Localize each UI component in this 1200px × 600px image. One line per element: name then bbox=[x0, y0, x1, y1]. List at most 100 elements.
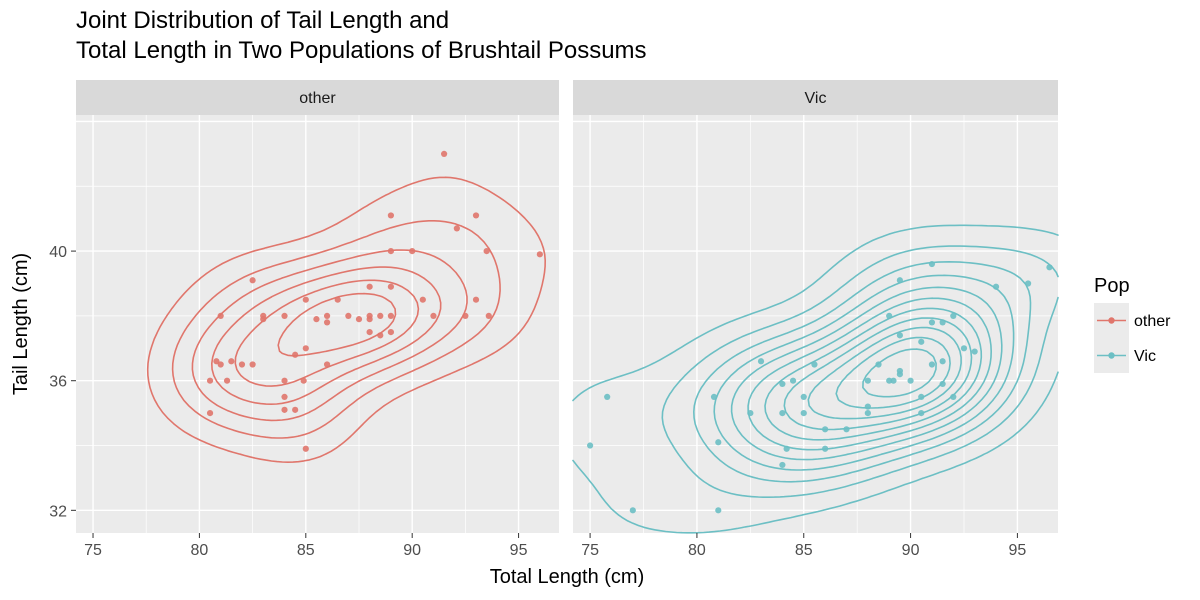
data-point bbox=[992, 283, 1000, 290]
x-tick-label: 95 bbox=[510, 542, 528, 559]
data-point bbox=[281, 312, 288, 319]
grid-other bbox=[76, 115, 559, 533]
data-point bbox=[485, 312, 492, 319]
data-point bbox=[292, 406, 299, 413]
data-point bbox=[206, 377, 214, 384]
data-point bbox=[1024, 280, 1032, 287]
data-point bbox=[217, 312, 224, 319]
y-tick-label: 36 bbox=[49, 374, 67, 391]
facet-strip-vic bbox=[573, 80, 1058, 115]
legend-point-vic bbox=[1108, 352, 1115, 359]
density-contour bbox=[661, 245, 1059, 498]
data-point bbox=[483, 247, 490, 255]
legend: Pop other Vic bbox=[1094, 275, 1171, 373]
data-point bbox=[757, 358, 765, 365]
data-point bbox=[779, 461, 786, 469]
data-point bbox=[918, 393, 925, 401]
data-point bbox=[710, 393, 718, 401]
x-tick-label: 75 bbox=[84, 542, 102, 559]
data-point bbox=[217, 361, 224, 368]
data-point bbox=[292, 351, 299, 358]
data-point bbox=[366, 329, 373, 336]
data-point bbox=[281, 393, 288, 401]
density-contour bbox=[277, 292, 397, 357]
density-contour bbox=[146, 176, 546, 463]
data-point bbox=[387, 329, 395, 336]
chart-title-line-2: Total Length in Two Populations of Brush… bbox=[76, 37, 647, 64]
legend-entry-other: other bbox=[1094, 303, 1171, 338]
data-point bbox=[890, 377, 897, 384]
density-contour bbox=[693, 261, 1032, 483]
legend-label-other: other bbox=[1134, 313, 1171, 330]
data-point bbox=[800, 410, 807, 417]
y-tick-label: 32 bbox=[49, 503, 67, 520]
data-point bbox=[779, 380, 786, 388]
chart-title: Joint Distribution of Tail Length and To… bbox=[76, 6, 647, 66]
data-point bbox=[918, 410, 925, 417]
data-point bbox=[928, 361, 936, 368]
data-point bbox=[928, 260, 936, 268]
data-point bbox=[387, 283, 395, 290]
data-point bbox=[281, 406, 288, 413]
data-point bbox=[907, 377, 914, 384]
data-point bbox=[462, 312, 469, 319]
data-point bbox=[536, 251, 543, 258]
legend-title: Pop bbox=[1094, 275, 1130, 297]
data-point bbox=[377, 312, 384, 319]
x-tick-label: 90 bbox=[902, 542, 920, 559]
data-point bbox=[345, 312, 352, 319]
data-point bbox=[213, 358, 220, 365]
data-point bbox=[939, 319, 946, 326]
data-point bbox=[430, 312, 437, 319]
data-point bbox=[366, 283, 373, 290]
data-point bbox=[441, 150, 448, 157]
density-contour bbox=[713, 274, 1015, 471]
x-tick-label: 85 bbox=[297, 542, 315, 559]
facet-strip-other bbox=[76, 80, 559, 115]
x-tick-label: 80 bbox=[688, 542, 706, 559]
data-point bbox=[875, 361, 882, 368]
density-contour bbox=[807, 326, 962, 420]
plot-area-vic bbox=[573, 115, 1058, 533]
data-point bbox=[260, 316, 267, 323]
x-tick-label: 95 bbox=[1009, 542, 1027, 559]
data-point bbox=[715, 507, 722, 514]
data-point bbox=[323, 319, 331, 326]
data-point bbox=[387, 312, 395, 319]
x-tick-label: 90 bbox=[403, 542, 421, 559]
x-axis-label: Total Length (cm) bbox=[490, 566, 645, 588]
data-point bbox=[323, 312, 331, 319]
data-point bbox=[223, 377, 231, 384]
data-point bbox=[366, 316, 373, 323]
density-contour bbox=[234, 279, 420, 387]
data-point bbox=[918, 338, 925, 345]
data-point bbox=[249, 361, 256, 368]
x-tick-label: 75 bbox=[581, 542, 599, 559]
data-point bbox=[896, 371, 903, 378]
data-point bbox=[586, 442, 594, 449]
data-point bbox=[747, 410, 754, 417]
data-point bbox=[206, 410, 214, 417]
density-contour bbox=[747, 297, 992, 451]
facet-label-other: other bbox=[299, 90, 336, 107]
points-other bbox=[206, 150, 543, 452]
data-point bbox=[939, 358, 946, 365]
data-point bbox=[387, 212, 395, 219]
y-tick-label: 40 bbox=[49, 244, 67, 261]
density-contour bbox=[211, 266, 442, 405]
data-point bbox=[604, 393, 611, 401]
data-point bbox=[302, 345, 309, 352]
legend-entry-vic: Vic bbox=[1094, 338, 1156, 373]
data-point bbox=[300, 377, 307, 384]
contours-vic bbox=[572, 224, 1059, 534]
data-point bbox=[779, 410, 786, 417]
data-point bbox=[864, 403, 871, 410]
density-contour bbox=[764, 307, 983, 441]
panel-vic: Vic bbox=[572, 80, 1059, 534]
data-point bbox=[886, 377, 893, 384]
data-point bbox=[800, 393, 807, 401]
data-point bbox=[472, 296, 480, 303]
data-point bbox=[472, 212, 480, 219]
data-point bbox=[789, 377, 797, 384]
facet-label-vic: Vic bbox=[805, 90, 827, 107]
